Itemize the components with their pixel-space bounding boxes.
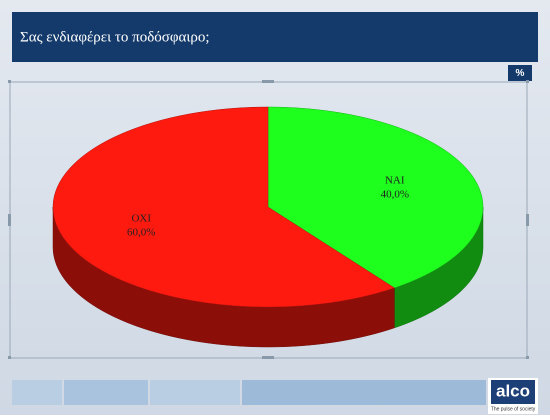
slice-label: ΟΧΙ bbox=[131, 213, 151, 225]
value-label: 60,0% bbox=[127, 227, 155, 239]
value-label: 40,0% bbox=[381, 188, 409, 200]
slice-label: ΝΑΙ bbox=[385, 174, 405, 186]
badge-box bbox=[508, 65, 532, 81]
footer-strips bbox=[12, 380, 486, 405]
logo-name: alco bbox=[496, 381, 530, 400]
pie-slice bbox=[52, 106, 395, 308]
logo-tagline: The pulse of society bbox=[491, 406, 536, 412]
pie-slice bbox=[267, 106, 484, 289]
logo-mark bbox=[491, 380, 535, 404]
header-bar bbox=[12, 12, 538, 62]
badge: % bbox=[516, 68, 525, 79]
frame-handles bbox=[8, 80, 529, 359]
pie: ΝΑΙ 40,0% ΟΧΙ 60,0% bbox=[52, 106, 484, 348]
chart-title: Σας ενδιαφέρει το ποδόσφαιρο; bbox=[20, 29, 210, 45]
